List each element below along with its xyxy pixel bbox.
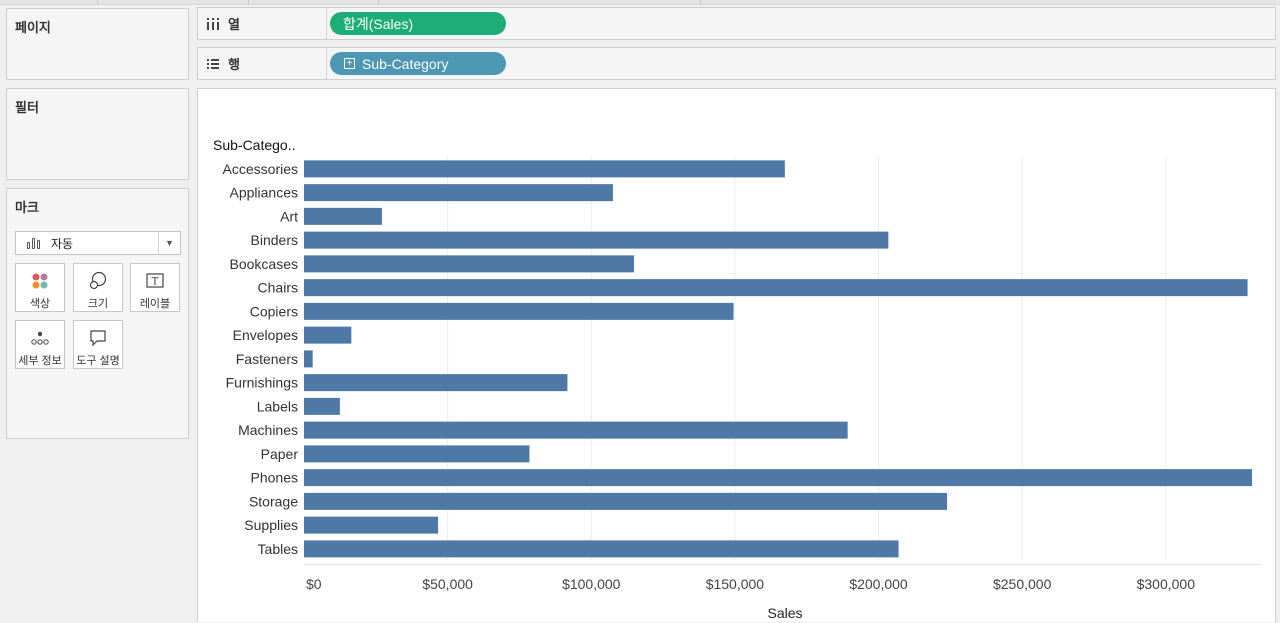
filters-card[interactable]: 필터 (6, 88, 189, 180)
label-button-label: 레이블 (139, 298, 171, 310)
sub-category-pill[interactable]: + Sub-Category (330, 52, 506, 75)
x-tick-label: $0 (306, 576, 322, 592)
bar (304, 326, 352, 344)
bar (304, 350, 313, 368)
detail-dots-icon (30, 328, 50, 348)
rows-shelf[interactable]: 행 + Sub-Category (197, 47, 1276, 80)
columns-label-text: 열 (228, 17, 240, 32)
tooltip-button-label: 도구 설명 (76, 355, 120, 367)
bar (304, 469, 1253, 487)
bar (304, 207, 382, 225)
detail-button-label: 세부 정보 (18, 355, 62, 367)
category-label: Copiers (250, 303, 298, 319)
tooltip-bubble-icon (88, 328, 108, 348)
category-label: Accessories (223, 161, 298, 177)
top-toolbar-strip (0, 0, 1280, 5)
size-button-label: 크기 (87, 298, 109, 310)
bar (304, 231, 889, 249)
filters-card-title: 필터 (15, 100, 39, 115)
marks-card: 마크 자동 ▼ 색상 크기 (6, 188, 189, 439)
category-label: Fasteners (236, 351, 298, 367)
sum-sales-pill[interactable]: 합계(Sales) (330, 12, 506, 35)
category-label: Furnishings (226, 375, 298, 391)
x-tick-label: $150,000 (706, 576, 765, 592)
x-tick-label: $50,000 (422, 576, 473, 592)
x-tick-label: $250,000 (993, 576, 1052, 592)
automatic-mark-icon (27, 237, 45, 249)
detail-button[interactable]: 세부 정보 (15, 320, 65, 369)
pages-card[interactable]: 페이지 (6, 8, 189, 80)
category-label: Supplies (244, 517, 298, 533)
marks-card-title: 마크 (15, 200, 39, 215)
label-button[interactable]: T 레이블 (130, 263, 180, 312)
x-tick-label: $200,000 (849, 576, 908, 592)
category-label: Paper (261, 446, 299, 462)
row-header: Sub-Catego.. (213, 137, 296, 153)
color-button-label: 색상 (29, 298, 51, 310)
bar (304, 492, 948, 510)
category-label: Binders (251, 232, 298, 248)
category-label: Chairs (258, 280, 298, 296)
x-tick-label: $300,000 (1137, 576, 1196, 592)
bar-chart: Sub-Catego.. Accessories Appliances Art Bind… (213, 137, 1262, 621)
category-label: Envelopes (233, 327, 298, 343)
columns-icon (206, 17, 220, 31)
category-label: Storage (249, 493, 298, 509)
dropdown-arrow-icon[interactable]: ▼ (158, 232, 180, 254)
category-label: Appliances (230, 185, 299, 201)
category-label: Bookcases (230, 256, 298, 272)
sub-category-pill-text: Sub-Category (362, 55, 449, 72)
x-axis-title: Sales (767, 605, 802, 621)
bar (304, 397, 340, 415)
size-circles-icon (88, 271, 108, 291)
color-button[interactable]: 색상 (15, 263, 65, 312)
columns-shelf-label: 열 (198, 8, 327, 39)
bar (304, 255, 635, 273)
category-label: Tables (258, 541, 298, 557)
mark-type-dropdown[interactable]: 자동 ▼ (15, 231, 181, 255)
color-dots-icon (30, 271, 50, 291)
rows-icon (206, 57, 220, 71)
bar (304, 421, 848, 439)
bar (304, 184, 613, 202)
category-label: Phones (251, 470, 298, 486)
sum-sales-pill-text: 합계(Sales) (343, 15, 414, 32)
bar (304, 302, 734, 320)
size-button[interactable]: 크기 (73, 263, 123, 312)
rows-label-text: 행 (228, 57, 240, 72)
tooltip-button[interactable]: 도구 설명 (73, 320, 123, 369)
mark-type-label: 자동 (51, 236, 74, 251)
category-label: Machines (238, 422, 298, 438)
label-t-icon: T (145, 271, 165, 291)
category-label: Art (280, 208, 298, 224)
chart-view: Sub-Catego.. Accessories Appliances Art Bind… (197, 88, 1276, 622)
rows-shelf-label: 행 (198, 48, 327, 79)
bar (304, 540, 899, 558)
columns-shelf[interactable]: 열 합계(Sales) (197, 7, 1276, 40)
x-tick-label: $100,000 (562, 576, 621, 592)
bar (304, 279, 1248, 297)
bar (304, 374, 568, 392)
category-label: Labels (257, 398, 298, 414)
svg-text:T: T (152, 277, 159, 288)
bar (304, 445, 530, 463)
expand-plus-icon[interactable]: + (344, 58, 355, 69)
bar (304, 516, 439, 534)
pages-card-title: 페이지 (15, 20, 51, 35)
bar (304, 160, 785, 178)
